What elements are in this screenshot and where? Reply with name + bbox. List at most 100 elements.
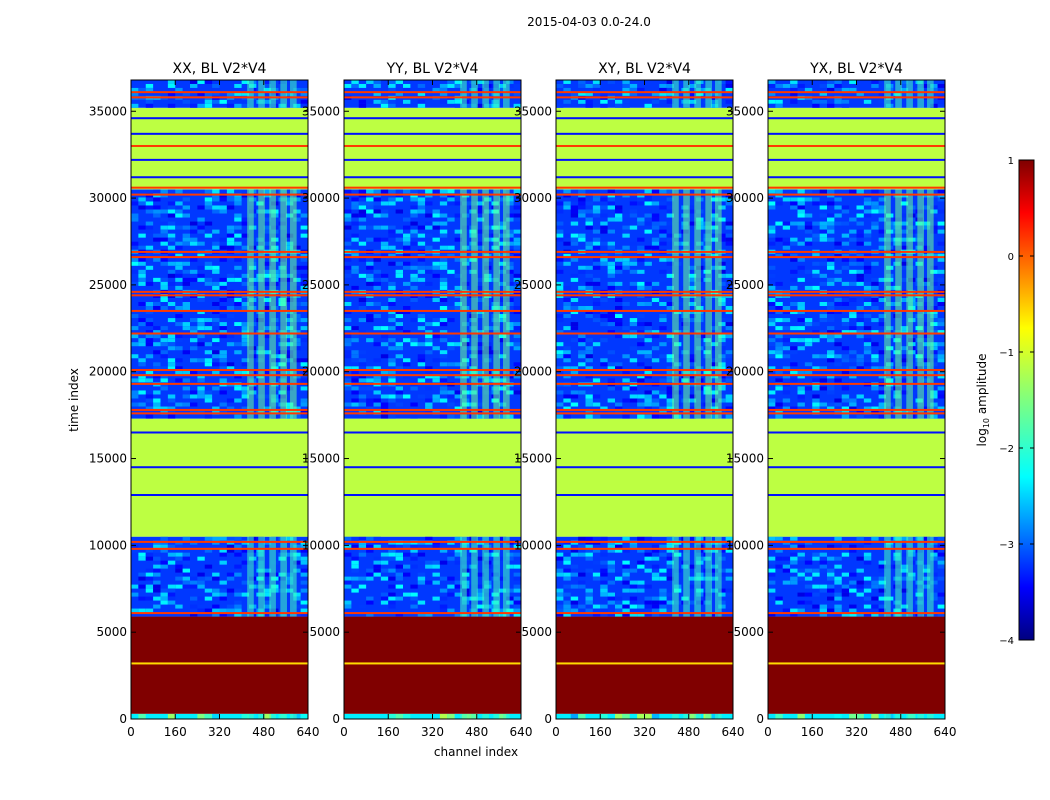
heatmap-cell xyxy=(863,346,872,351)
heatmap-cell xyxy=(615,322,623,327)
heatmap-cell xyxy=(827,318,835,323)
heatmap-cell xyxy=(380,245,389,250)
heatmap-cell xyxy=(651,334,660,339)
heatmap-cell xyxy=(768,205,776,210)
rfi-line xyxy=(131,382,308,385)
heatmap-cell xyxy=(263,588,272,593)
heatmap-cell xyxy=(506,301,514,307)
heatmap-cell xyxy=(447,197,455,202)
heatmap-cell xyxy=(131,584,139,589)
heatmap-cell xyxy=(556,612,564,617)
heatmap-cell xyxy=(768,285,776,290)
heatmap-cell xyxy=(556,608,564,613)
y-tick-label: 35000 xyxy=(89,104,127,118)
heatmap-cell xyxy=(922,221,931,226)
dropout-line xyxy=(131,494,308,497)
heatmap-cell xyxy=(167,205,176,210)
heatmap-cell xyxy=(563,201,571,206)
heatmap-cell xyxy=(841,346,850,351)
heatmap-cell xyxy=(373,269,381,274)
heatmap-cell xyxy=(930,83,938,88)
heatmap-cell xyxy=(358,604,367,609)
heatmap-cell xyxy=(366,346,374,351)
heatmap-cell xyxy=(366,80,374,84)
y-tick-label: 10000 xyxy=(514,538,552,552)
dropout-line xyxy=(131,431,308,434)
heatmap-cell xyxy=(263,87,272,92)
heatmap-cell xyxy=(380,189,389,194)
heatmap-cell xyxy=(204,80,213,84)
heatmap-cell xyxy=(607,265,615,270)
heatmap-cell xyxy=(790,338,798,343)
heatmap-cell xyxy=(366,257,374,262)
heatmap-cell xyxy=(585,217,593,222)
heatmap-cell xyxy=(417,209,426,214)
heatmap-cell xyxy=(878,330,886,335)
heatmap-cell xyxy=(293,342,301,347)
heatmap-cell xyxy=(666,568,674,573)
y-tick-label: 5000 xyxy=(733,625,764,639)
heatmap-cell xyxy=(841,233,850,238)
heatmap-cell xyxy=(930,330,938,335)
heatmap-cell xyxy=(585,99,593,104)
heatmap-cell xyxy=(878,229,886,234)
heatmap-cell xyxy=(849,580,857,585)
heatmap-cell xyxy=(585,346,593,351)
heatmap-cell xyxy=(937,358,945,363)
heatmap-cell xyxy=(204,261,213,266)
y-tick-label: 0 xyxy=(119,712,127,726)
heatmap-cell xyxy=(622,608,630,613)
rfi-line xyxy=(131,368,308,371)
heatmap-cell xyxy=(797,390,805,395)
heatmap-cell xyxy=(167,362,176,367)
heatmap-cell xyxy=(366,197,374,202)
heatmap-cell xyxy=(182,233,190,238)
heatmap-cell xyxy=(197,600,205,605)
heatmap-cell xyxy=(878,297,886,302)
heatmap-cell xyxy=(863,253,872,258)
heatmap-cell xyxy=(718,322,726,327)
heatmap-cell xyxy=(417,201,426,206)
heatmap-cell xyxy=(900,277,909,282)
heatmap-cell xyxy=(160,326,168,331)
heatmap-cell xyxy=(182,269,190,274)
heatmap-cell xyxy=(878,612,886,617)
heatmap-cell xyxy=(622,580,630,585)
heatmap-cell xyxy=(629,568,638,573)
heatmap-cell xyxy=(410,564,418,569)
heatmap-cell xyxy=(366,366,374,371)
heatmap-cell xyxy=(804,285,813,290)
x-tick-label: 320 xyxy=(421,725,444,739)
heatmap-cell xyxy=(160,600,168,605)
heatmap-cell xyxy=(425,330,433,335)
heatmap-cell xyxy=(447,342,455,347)
heatmap-cell xyxy=(226,233,235,238)
rfi-line xyxy=(131,193,308,196)
heatmap-cell xyxy=(592,245,601,250)
heatmap-cell xyxy=(197,225,205,230)
heatmap-cell xyxy=(395,556,403,561)
heatmap-cell xyxy=(432,358,440,363)
heatmap-cell xyxy=(182,273,190,278)
heatmap-cell xyxy=(585,83,593,88)
heatmap-cell xyxy=(358,358,367,363)
heatmap-cell xyxy=(710,564,719,569)
heatmap-cell xyxy=(432,261,440,266)
heatmap-cell xyxy=(797,556,805,561)
heatmap-cell xyxy=(651,189,660,194)
heatmap-cell xyxy=(153,362,161,367)
heatmap-cell xyxy=(900,265,909,270)
heatmap-cell xyxy=(563,189,571,194)
heatmap-cell xyxy=(388,576,396,581)
heatmap-cell xyxy=(930,229,938,234)
heatmap-cell xyxy=(878,588,886,593)
heatmap-cell xyxy=(498,414,507,419)
heatmap-cell xyxy=(900,564,909,569)
heatmap-cell xyxy=(182,281,190,286)
heatmap-cell xyxy=(366,596,374,601)
heatmap-cell xyxy=(454,201,462,206)
heatmap-cell xyxy=(358,330,367,335)
heatmap-cell xyxy=(841,398,850,403)
heatmap-cell xyxy=(797,306,805,311)
heatmap-cell xyxy=(834,604,842,609)
